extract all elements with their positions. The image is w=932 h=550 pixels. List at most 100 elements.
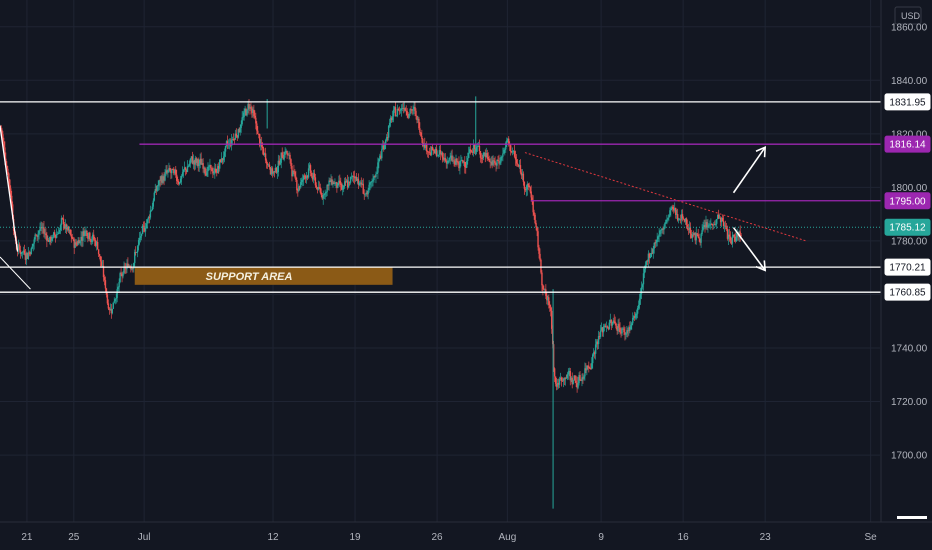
candle-body [321,195,323,199]
candle-body [302,175,305,180]
candle-body [216,172,218,173]
candle-body [715,223,717,225]
candle-body [513,151,516,157]
candle-body [499,162,501,164]
candle-body [662,228,664,230]
candle-body [734,236,736,242]
candle-body [475,146,478,152]
candle-body [425,144,427,148]
drawings[interactable] [0,125,807,290]
candle-body [193,160,196,165]
support-zone[interactable]: SUPPORT AREA [134,267,393,285]
candle-body [190,156,193,159]
candle-body [206,171,208,176]
candle-body [343,185,345,188]
candle-body [701,230,703,235]
candle-body [740,235,742,237]
candle-body [150,210,153,212]
candle-body [292,170,294,177]
candle-body [635,313,638,315]
candle-body [560,377,563,381]
candle-body [556,382,559,387]
candle-body [222,156,225,161]
candle-body [409,109,411,114]
candle-body [18,244,21,251]
arrow-down[interactable] [732,227,766,271]
candle-body [245,108,247,116]
candle-body [306,175,309,178]
candle-body [675,207,677,215]
candle-body [84,231,86,236]
candle-body [28,252,30,254]
candle-body [247,104,249,110]
candle-body [122,273,124,277]
candle-body [274,167,277,172]
candle-body [177,180,179,182]
candle-body [378,158,380,163]
candle-body [481,157,484,159]
candle-body [36,235,38,237]
candle-body [640,287,643,294]
candle-body [407,115,409,118]
candle-body [169,168,171,172]
support-zone-box[interactable] [134,267,393,285]
candle-body [185,169,188,173]
y-tick-label: 1800.00 [891,183,928,194]
candle-body [61,217,64,219]
candle-body [68,229,71,231]
candle-body [41,227,43,229]
candle-body [135,252,137,253]
left-support-line[interactable] [0,256,31,290]
candle-body [46,235,48,241]
candle-body [88,232,90,239]
candle-body [260,142,263,147]
candle-body [563,378,566,380]
candle-body [639,293,642,299]
candle-body [442,157,445,160]
arrow-up[interactable] [732,146,766,194]
candle-body [144,228,147,232]
candle-body [93,234,95,240]
candle-body [543,289,545,291]
candle-body [538,247,540,254]
horizontal-levels[interactable] [0,101,881,293]
candle-body [372,179,374,182]
candle-body [71,236,73,239]
time-axis[interactable]: 21 25 Jul 12 19 26 Aug 9 16 23 Se [0,516,932,543]
candle-body [126,263,128,270]
candle-body [534,214,536,224]
candle-body [104,280,107,289]
candle-body [673,208,675,211]
candle-body [237,129,239,138]
candle-body [550,307,552,311]
candle-body [198,163,200,166]
candle-body [136,252,138,253]
left-trend-line[interactable] [0,125,19,252]
candle-body [139,236,142,238]
candle-body [583,376,585,379]
candle-body [449,157,451,159]
candle-body [616,328,618,331]
candle-body [552,344,555,369]
candle-body [362,183,364,194]
candle-body [636,308,639,314]
candle-body [387,125,390,138]
candle-body [342,187,344,190]
candle-body [585,368,587,371]
candle-body [330,179,332,183]
candle-body [141,225,144,234]
candle-body [625,333,627,335]
candle-body [11,204,14,220]
candle-body [445,160,447,164]
candle-body [256,123,258,131]
candle-body [116,289,118,298]
candle-body [160,176,162,181]
candle-body [518,165,521,167]
candle-body [355,176,358,181]
candle-body [94,239,96,241]
candle-body [367,189,369,195]
candle-body [161,176,163,183]
candle-body [564,377,567,380]
trend-line[interactable] [524,152,807,242]
